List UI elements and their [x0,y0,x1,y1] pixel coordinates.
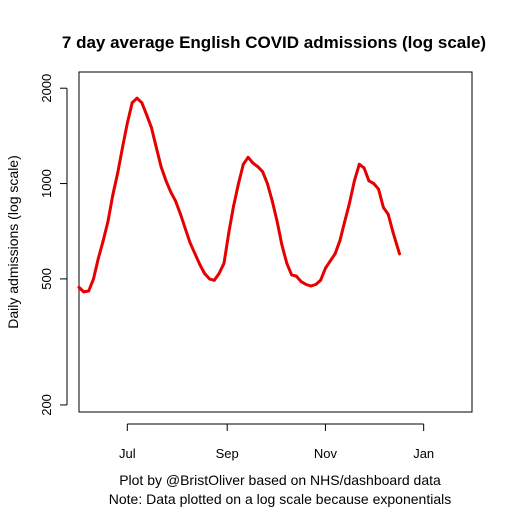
data-point [295,274,298,278]
data-point [304,283,308,286]
data-point [338,239,342,243]
plot-area [78,71,473,413]
data-point [111,193,115,197]
data-point [299,280,303,284]
data-point [174,199,178,203]
data-point [324,266,327,270]
data-point [261,170,264,174]
data-point [140,101,144,105]
data-point [362,166,366,170]
x-tick-label: Jan [413,446,434,461]
chart-title: 7 day average English COVID admissions (… [62,33,486,52]
x-tick-label: Nov [314,446,338,461]
data-point [343,219,347,223]
data-point [382,206,385,209]
data-point [169,190,173,194]
data-point [391,231,395,235]
data-point [314,283,318,286]
footnote-credit: Plot by @BristOliver based on NHS/dashbo… [119,472,441,488]
data-point [217,272,221,275]
data-point [150,126,153,130]
y-axis-label: Daily admissions (log scale) [5,155,21,329]
data-point [270,199,274,203]
data-point [179,212,182,216]
footnote-note: Note: Data plotted on a log scale becaus… [109,491,451,507]
x-tick-label: Jul [119,446,136,461]
data-point [208,277,211,281]
data-point [96,257,100,260]
data-point [333,252,337,256]
data-point [280,243,284,247]
series-points [77,96,401,294]
data-point [256,165,260,169]
data-point [159,165,163,169]
data-point [367,179,371,183]
data-point [87,289,91,293]
data-point [290,273,293,277]
data-point [193,252,197,256]
data-point [246,155,250,159]
data-point [135,96,139,100]
data-point [377,187,380,191]
x-axis: Jul Sep Nov Jan [119,423,434,461]
data-point [328,259,332,263]
data-point [237,182,240,186]
data-point [372,182,376,186]
data-point [319,278,322,282]
data-point [285,261,289,265]
data-point [251,161,255,165]
x-tick-label: Sep [216,446,239,461]
data-point [275,219,279,223]
data-point [353,179,356,183]
data-point [145,113,149,117]
data-point [203,272,207,275]
data-point [198,263,202,266]
data-point [154,146,158,149]
data-point [227,231,231,235]
y-tick-label: 2000 [39,74,54,103]
data-point [92,277,95,281]
data-point [183,227,187,231]
data-point [77,286,81,289]
y-tick-label: 500 [39,268,54,290]
y-tick-label: 1000 [39,169,54,198]
data-point [386,212,390,216]
data-point [232,204,236,208]
y-tick-label: 200 [39,394,54,416]
y-axis: 200 500 1000 2000 [39,74,68,416]
data-point [266,182,269,186]
data-point [212,278,216,282]
data-point [357,162,361,166]
data-point [82,290,86,294]
data-point [241,162,245,166]
data-point [398,252,401,256]
data-point [121,146,124,149]
data-point [188,241,192,245]
data-point [348,201,351,205]
data-point [164,179,168,183]
data-point [125,121,129,125]
series-line [77,96,401,294]
data-point [116,171,120,175]
data-point [130,101,134,105]
data-point [309,284,313,288]
data-point [101,239,105,243]
data-point [222,261,226,265]
data-point [106,219,110,223]
